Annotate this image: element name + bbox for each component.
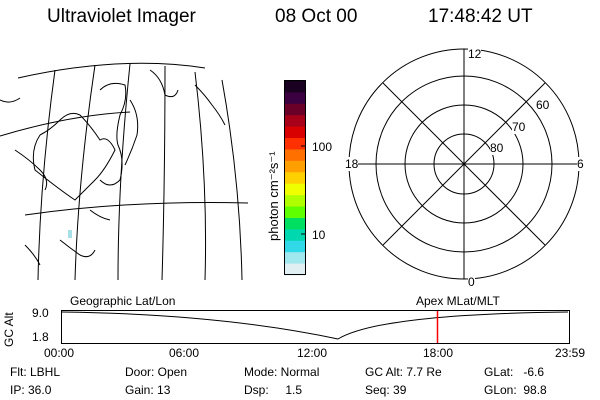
colorbar-stripe xyxy=(285,160,305,173)
colorbar-stripe xyxy=(285,103,305,116)
coastline xyxy=(89,209,111,221)
instrument-title: Ultraviolet Imager xyxy=(47,6,196,27)
coastline xyxy=(149,69,179,98)
mlt-label-12: 12 xyxy=(468,47,482,61)
lat-label-70: 70 xyxy=(512,120,526,134)
latitude-line xyxy=(0,111,131,137)
colorbar-stripe xyxy=(285,195,305,208)
longitude-line xyxy=(74,64,96,281)
colorbar xyxy=(284,80,306,276)
coastline xyxy=(99,82,127,186)
longitude-line xyxy=(221,79,243,281)
coastline xyxy=(14,149,48,191)
timeline-ytick-low: 1.8 xyxy=(32,330,49,344)
colorbar-stripe xyxy=(285,115,305,128)
longitude-line xyxy=(161,65,166,281)
info-glat: GLat: -6.6 xyxy=(484,365,545,379)
coastline xyxy=(124,99,139,166)
colorbar-stripe xyxy=(285,240,305,253)
timeline-xtick-1200: 12:00 xyxy=(297,346,328,360)
latitude-line xyxy=(17,62,206,79)
mlt-label-18: 18 xyxy=(345,157,359,171)
info-gain: Gain: 13 xyxy=(125,383,171,397)
colorbar-stripe xyxy=(285,229,305,242)
mlt-label-0: 0 xyxy=(468,275,475,289)
colorbar-stripe xyxy=(285,183,305,196)
colorbar-stripe xyxy=(285,206,305,219)
mlt-label-6: 6 xyxy=(577,157,584,171)
colorbar-stripe xyxy=(285,138,305,151)
colorbar-stripe xyxy=(285,217,305,230)
colorbar-unit-label: photon cm⁻²s⁻¹ xyxy=(266,151,281,241)
timeline-plot xyxy=(61,310,570,344)
time-label: 17:48:42 UT xyxy=(428,6,533,27)
info-gc-alt: GC Alt: 7.7 Re xyxy=(365,365,442,379)
geographic-map xyxy=(0,62,249,281)
colorbar-stripe xyxy=(285,149,305,162)
polar-plot xyxy=(348,48,580,280)
coastline xyxy=(0,97,21,103)
mlt-line-diag xyxy=(382,82,546,246)
info-ip: IP: 36.0 xyxy=(10,383,52,397)
timeline-xtick-0000: 00:00 xyxy=(44,346,75,360)
timeline-ylabel: GC Alt xyxy=(2,312,16,347)
equator-line xyxy=(24,202,249,216)
timeline-left-title: Geographic Lat/Lon xyxy=(70,294,176,308)
colorbar-stripe xyxy=(285,81,305,94)
timeline-xtick-1800: 18:00 xyxy=(423,346,454,360)
colorbar-stripe xyxy=(285,252,305,265)
timeline-frame xyxy=(61,310,570,344)
info-seq: Seq: 39 xyxy=(365,383,407,397)
info-dsp: Dsp: 1.5 xyxy=(244,383,303,397)
colorbar-stripe xyxy=(285,263,305,276)
colorbar-stripe xyxy=(285,172,305,185)
longitude-line xyxy=(194,71,207,281)
colorbar-tick-100: 100 xyxy=(312,140,333,154)
coastline xyxy=(24,244,41,266)
colorbar-frame xyxy=(284,80,306,275)
timeline-right-title: Apex MLat/MLT xyxy=(416,294,500,308)
altitude-curve xyxy=(61,311,569,340)
lat-label-60: 60 xyxy=(536,98,550,112)
date-label: 08 Oct 00 xyxy=(275,6,358,27)
info-glon: GLon: 98.8 xyxy=(484,383,547,397)
longitude-line xyxy=(117,63,131,281)
data-patch xyxy=(68,230,72,238)
coastline xyxy=(59,239,96,258)
timeline-xtick-2359: 23:59 xyxy=(555,346,586,360)
colorbar-stripe xyxy=(285,92,305,105)
timeline-ytick-high: 9.0 xyxy=(32,306,49,320)
info-mode: Mode: Normal xyxy=(244,365,320,379)
lat-label-80: 80 xyxy=(490,141,504,155)
coastline xyxy=(194,84,226,126)
info-filter: Flt: LBHL xyxy=(10,365,61,379)
longitude-line xyxy=(37,69,56,281)
colorbar-stripe xyxy=(285,126,305,139)
coastline xyxy=(32,112,116,201)
info-door: Door: Open xyxy=(125,365,188,379)
colorbar-tick-10: 10 xyxy=(312,228,326,242)
timeline-xtick-0600: 06:00 xyxy=(169,346,200,360)
